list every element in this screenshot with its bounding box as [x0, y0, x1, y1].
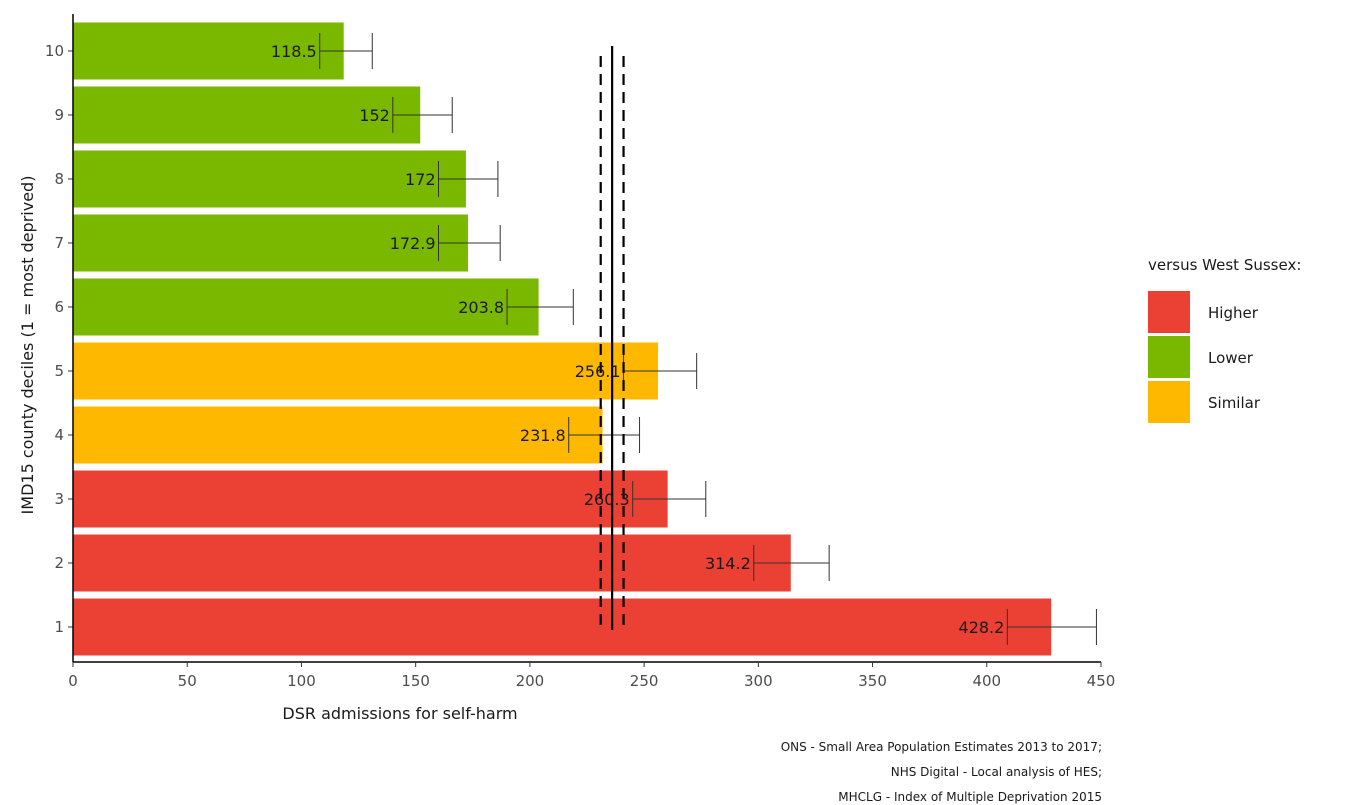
x-tick-label-300: 300 — [744, 672, 773, 690]
legend-label-similar: Similar — [1208, 394, 1261, 412]
caption-line-1: ONS - Small Area Population Estimates 20… — [781, 740, 1102, 754]
legend-swatch-similar — [1148, 381, 1190, 423]
legend-label-lower: Lower — [1208, 349, 1254, 367]
x-tick-label-250: 250 — [630, 672, 659, 690]
data-label-decile-1: 428.2 — [959, 618, 1005, 637]
y-tick-label-9: 9 — [54, 106, 64, 124]
error-bar-decile-3 — [632, 481, 707, 517]
data-label-decile-2: 314.2 — [705, 554, 751, 573]
data-label-decile-8: 172 — [405, 170, 436, 189]
y-tick-label-3: 3 — [54, 490, 64, 508]
error-bar-decile-9 — [392, 97, 453, 133]
bar-decile-4 — [73, 406, 603, 464]
error-bar-decile-7 — [438, 225, 501, 261]
data-labels-group: 428.2 314.2 260.3 231.8 256.1 203.8 172.9 172 15… — [271, 42, 1004, 637]
x-tick-label-150: 150 — [401, 672, 430, 690]
y-tick-label-6: 6 — [54, 298, 64, 316]
bar-decile-1 — [73, 598, 1052, 656]
reference-lines-group — [599, 46, 625, 630]
bar-decile-6 — [73, 278, 539, 336]
data-label-decile-4: 231.8 — [520, 426, 566, 445]
x-tick-label-450: 450 — [1087, 672, 1116, 690]
legend-label-higher: Higher — [1208, 304, 1259, 322]
x-tick-label-350: 350 — [858, 672, 887, 690]
bar-decile-8 — [73, 150, 466, 208]
y-tick-label-7: 7 — [54, 234, 64, 252]
y-tick-label-4: 4 — [54, 426, 64, 444]
x-tick-label-400: 400 — [972, 672, 1001, 690]
y-tick-label-5: 5 — [54, 362, 64, 380]
error-bar-decile-10 — [319, 33, 373, 69]
error-bar-decile-6 — [506, 289, 574, 325]
data-label-decile-5: 256.1 — [575, 362, 621, 381]
data-label-decile-3: 260.3 — [584, 490, 630, 509]
bars-group — [73, 22, 1052, 656]
legend-swatch-lower — [1148, 336, 1190, 378]
x-tick-label-50: 50 — [178, 672, 197, 690]
x-tick-label-100: 100 — [287, 672, 316, 690]
data-label-decile-7: 172.9 — [390, 234, 436, 253]
caption: ONS - Small Area Population Estimates 20… — [781, 740, 1102, 804]
y-tick-label-1: 1 — [54, 618, 64, 636]
data-label-decile-10: 118.5 — [271, 42, 317, 61]
bar-decile-3 — [73, 470, 668, 528]
y-axis-title: IMD15 county deciles (1 = most deprived) — [18, 176, 37, 515]
legend-title: versus West Sussex: — [1148, 256, 1301, 274]
data-label-decile-9: 152 — [359, 106, 390, 125]
legend: versus West Sussex: Higher Lower Similar — [1148, 256, 1301, 423]
y-tick-label-10: 10 — [45, 42, 64, 60]
error-bars-group — [319, 33, 1097, 645]
legend-swatch-higher — [1148, 291, 1190, 333]
bar-decile-2 — [73, 534, 791, 592]
caption-line-3: MHCLG - Index of Multiple Deprivation 20… — [838, 790, 1102, 804]
bar-decile-10 — [73, 22, 344, 80]
bar-decile-9 — [73, 86, 421, 144]
error-bar-decile-4 — [568, 417, 641, 453]
error-bar-decile-1 — [1006, 609, 1097, 645]
y-tick-label-2: 2 — [54, 554, 64, 572]
data-label-decile-6: 203.8 — [458, 298, 504, 317]
x-tick-label-200: 200 — [516, 672, 545, 690]
error-bar-decile-2 — [753, 545, 830, 581]
bar-decile-7 — [73, 214, 468, 272]
bar-decile-5 — [73, 342, 659, 400]
x-tick-label-0: 0 — [68, 672, 78, 690]
caption-line-2: NHS Digital - Local analysis of HES; — [891, 765, 1102, 779]
x-axis-title: DSR admissions for self-harm — [282, 704, 517, 723]
error-bar-decile-8 — [438, 161, 499, 197]
y-tick-label-8: 8 — [54, 170, 64, 188]
